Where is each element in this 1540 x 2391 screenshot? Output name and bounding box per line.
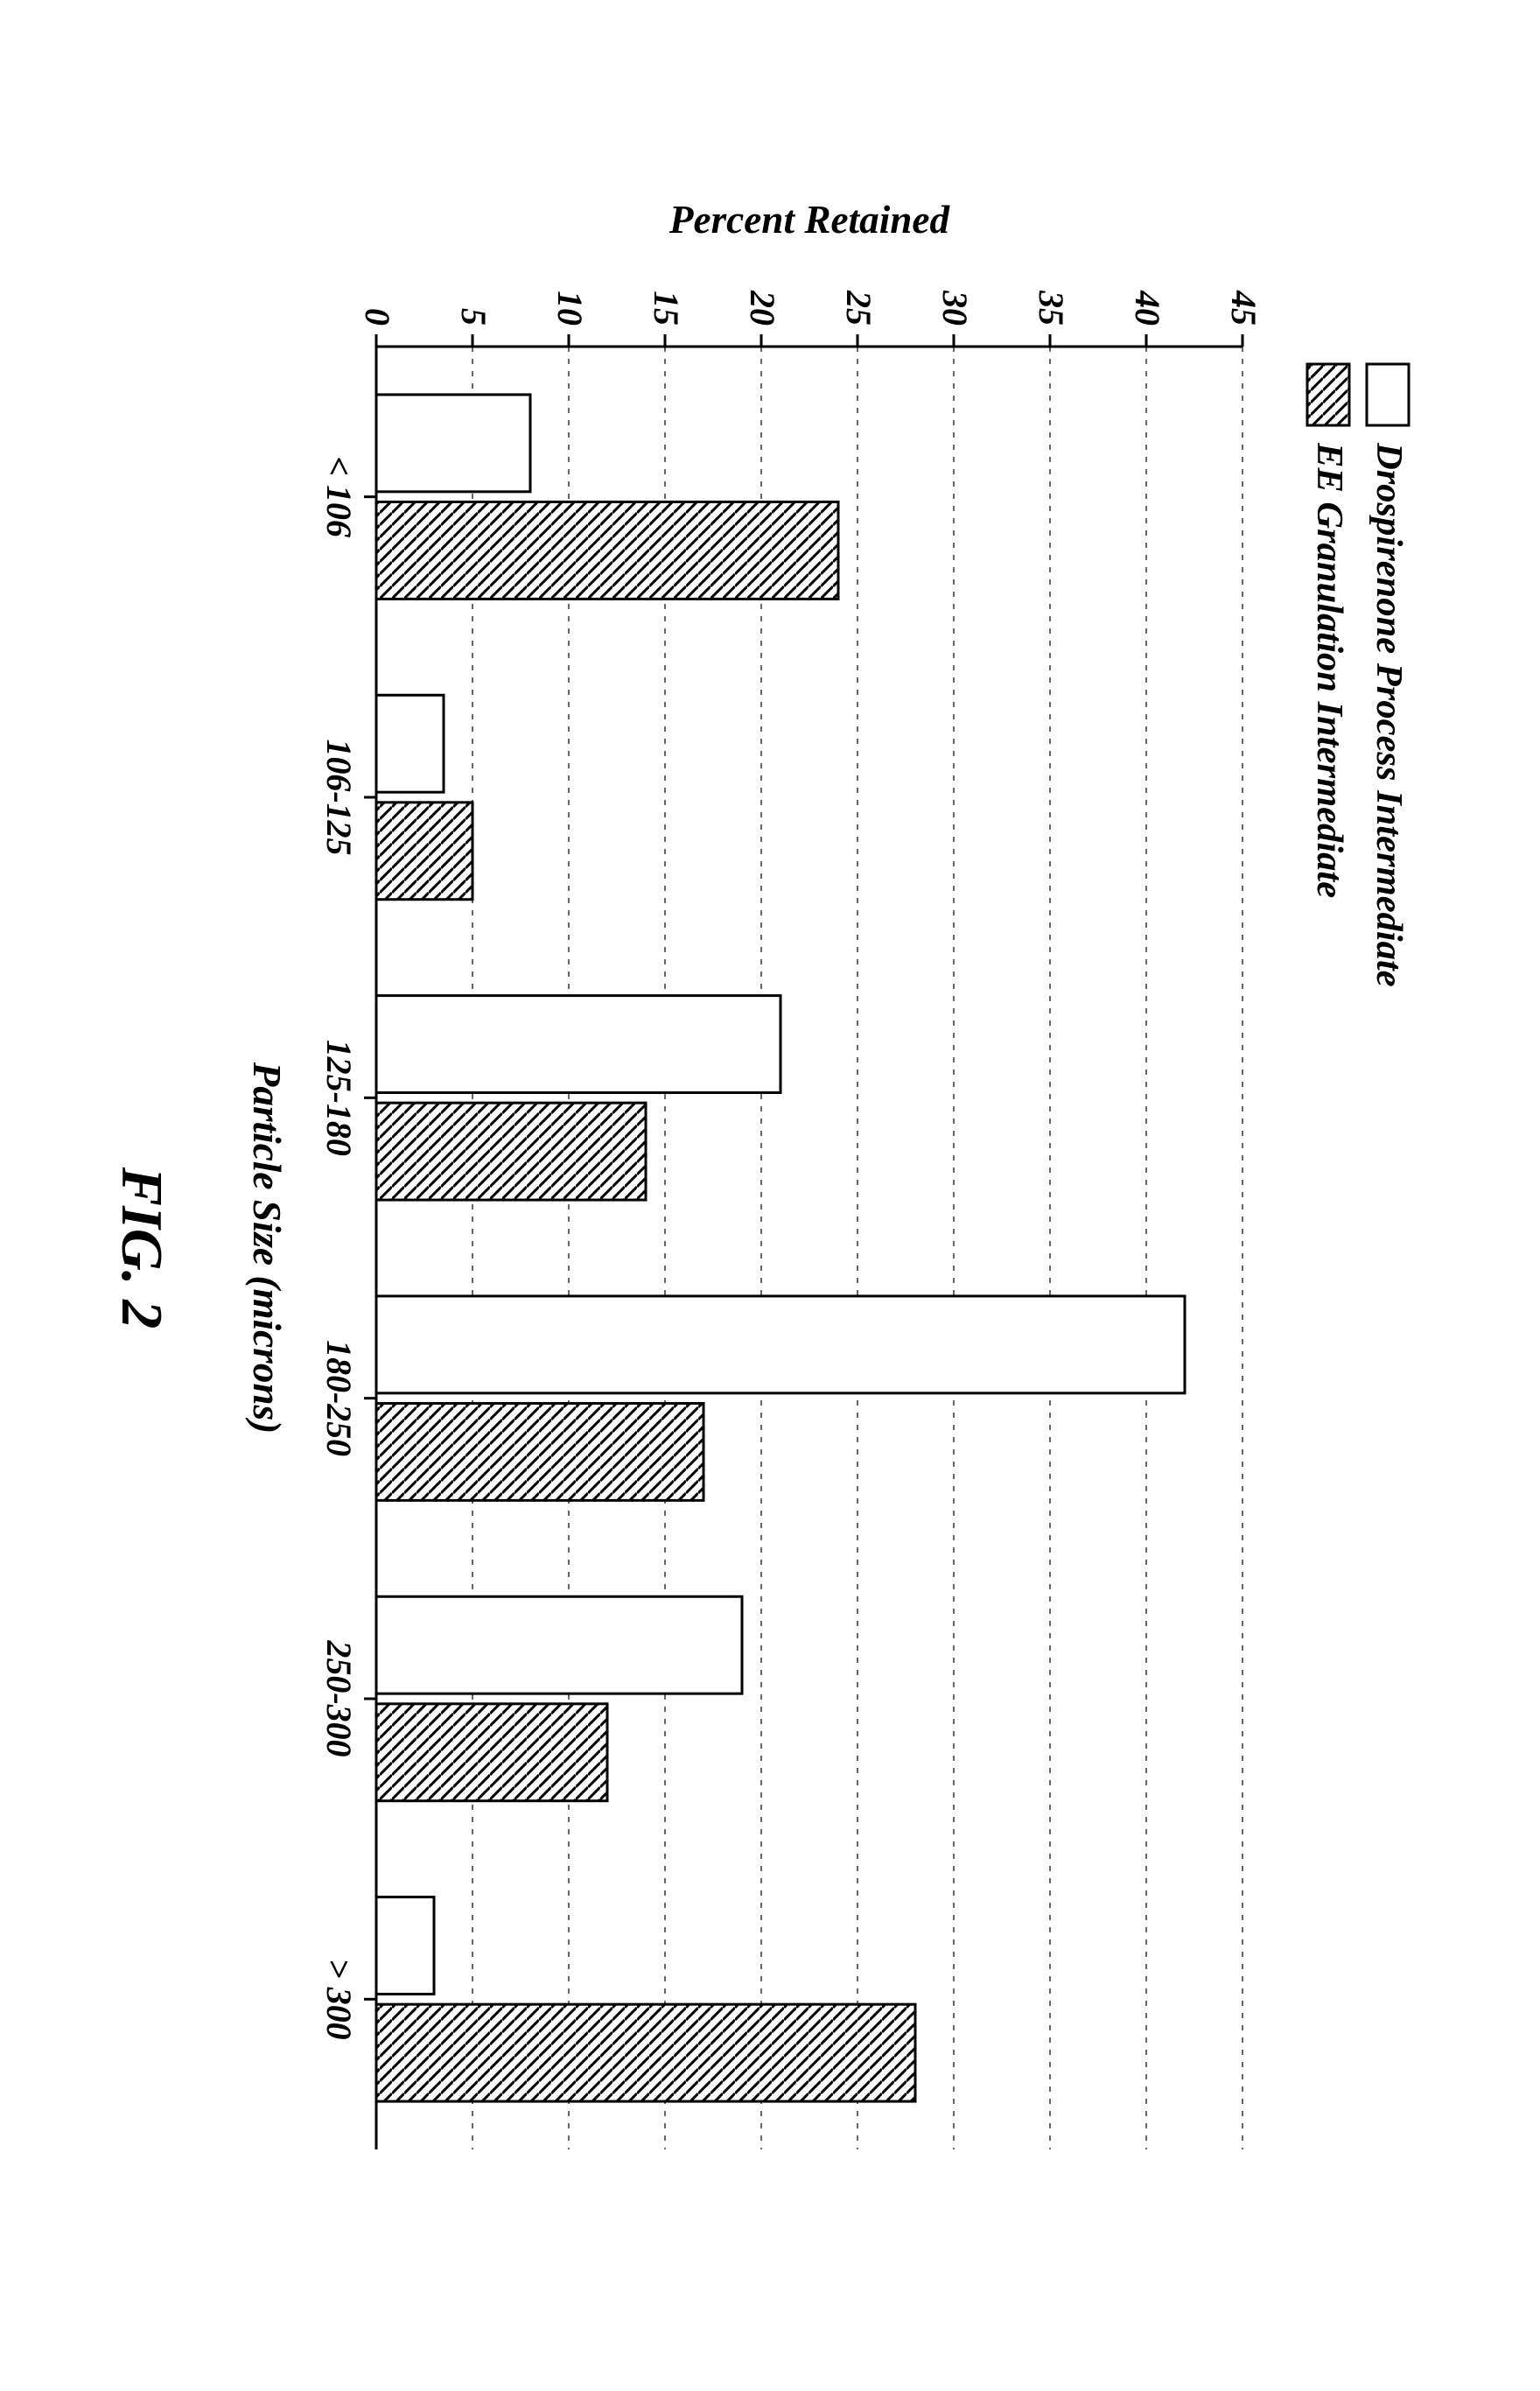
legend-swatch-drospirenone: [1367, 364, 1409, 425]
y-tick-label: 20: [743, 290, 782, 326]
legend: Drospirenone Process Intermediate EE Gran…: [1307, 364, 1410, 987]
y-tick-label: 35: [1032, 290, 1071, 326]
bar-ee-3: [376, 1404, 704, 1501]
y-tick-label: 10: [550, 291, 590, 326]
bar-ee-2: [376, 1103, 646, 1200]
legend-swatch-ee: [1307, 364, 1349, 425]
y-tick-label: 25: [839, 290, 878, 326]
legend-label-ee: EE Granulation Intermediate: [1309, 442, 1350, 898]
y-axis-label: Percent Retained: [668, 198, 951, 242]
bar-ee-1: [376, 803, 472, 900]
figure-label: FIG. 2: [109, 1167, 173, 1329]
bar-drospirenone-3: [376, 1296, 1185, 1393]
bar-ee-0: [376, 502, 838, 600]
bar-ee-5: [376, 2004, 915, 2101]
y-tick-label: 5: [454, 308, 494, 326]
x-tick-label: 250-300: [319, 1640, 359, 1757]
x-tick-label: < 106: [319, 456, 359, 537]
x-tick-label: 180-250: [319, 1340, 359, 1456]
legend-label-drospirenone: Drospirenone Process Intermediate: [1368, 442, 1410, 987]
y-tick-label: 0: [358, 308, 397, 326]
rotated-stage: 0 5 10 15 20 25 30 35 40 45 < 106 106-125 125-180 180…: [70, 145, 1470, 2246]
chart-svg: 0 5 10 15 20 25 30 35 40 45 < 106 106-125 125-180 180…: [70, 145, 1470, 2246]
bar-drospirenone-0: [376, 395, 530, 492]
bars-layer: [376, 395, 1185, 2101]
bar-drospirenone-5: [376, 1897, 434, 1995]
y-tick-label: 45: [1224, 290, 1264, 326]
x-tick-label: 125-180: [319, 1040, 359, 1156]
bar-drospirenone-1: [376, 695, 444, 792]
y-tick-label: 40: [1128, 290, 1167, 326]
bar-ee-4: [376, 1704, 607, 1801]
bar-drospirenone-2: [376, 996, 780, 1093]
y-tick-label: 15: [647, 291, 686, 326]
x-tick-label: 106-125: [319, 740, 359, 856]
x-tick-label: > 300: [319, 1959, 359, 2040]
bar-drospirenone-4: [376, 1596, 742, 1693]
x-axis-label: Particle Size (microns): [245, 1062, 289, 1434]
grid-layer: [472, 347, 1242, 2149]
y-tick-label: 30: [935, 290, 975, 326]
